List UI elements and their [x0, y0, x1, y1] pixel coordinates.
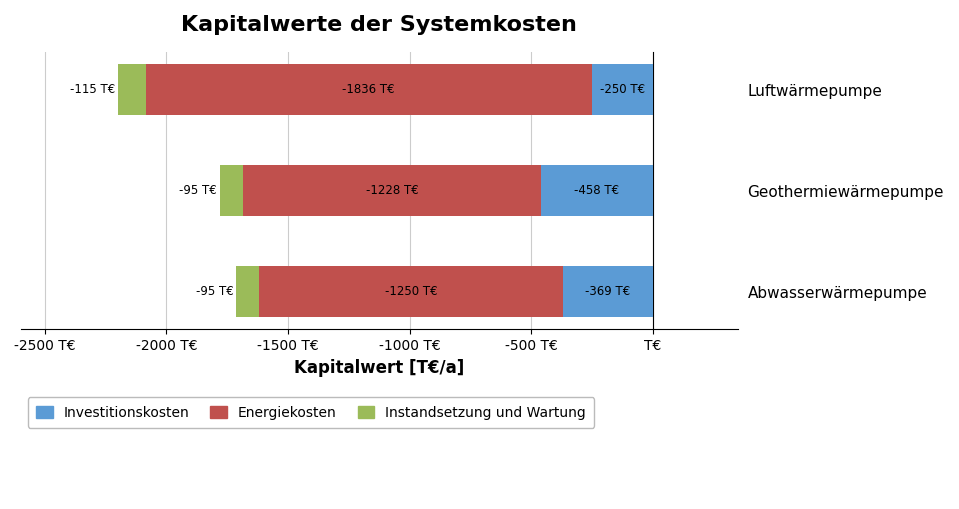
- Bar: [236, 266, 259, 317]
- Text: -250 T€: -250 T€: [599, 83, 644, 96]
- Text: -95 T€: -95 T€: [179, 184, 218, 197]
- Bar: [592, 65, 653, 115]
- Bar: [146, 65, 592, 115]
- Legend: Investitionskosten, Energiekosten, Instandsetzung und Wartung: Investitionskosten, Energiekosten, Insta…: [28, 398, 595, 428]
- Bar: [541, 165, 653, 216]
- Text: -369 T€: -369 T€: [585, 285, 630, 298]
- Bar: [563, 266, 653, 317]
- Text: -95 T€: -95 T€: [196, 285, 234, 298]
- Text: -1228 T€: -1228 T€: [365, 184, 418, 197]
- Text: -115 T€: -115 T€: [70, 83, 115, 96]
- Title: Kapitalwerte der Systemkosten: Kapitalwerte der Systemkosten: [181, 15, 577, 35]
- Bar: [220, 165, 243, 216]
- X-axis label: Kapitalwert [T€/a]: Kapitalwert [T€/a]: [294, 359, 464, 377]
- Bar: [259, 266, 563, 317]
- Text: -1836 T€: -1836 T€: [342, 83, 395, 96]
- Text: -1250 T€: -1250 T€: [385, 285, 437, 298]
- Text: -458 T€: -458 T€: [574, 184, 620, 197]
- Bar: [118, 65, 146, 115]
- Bar: [243, 165, 541, 216]
